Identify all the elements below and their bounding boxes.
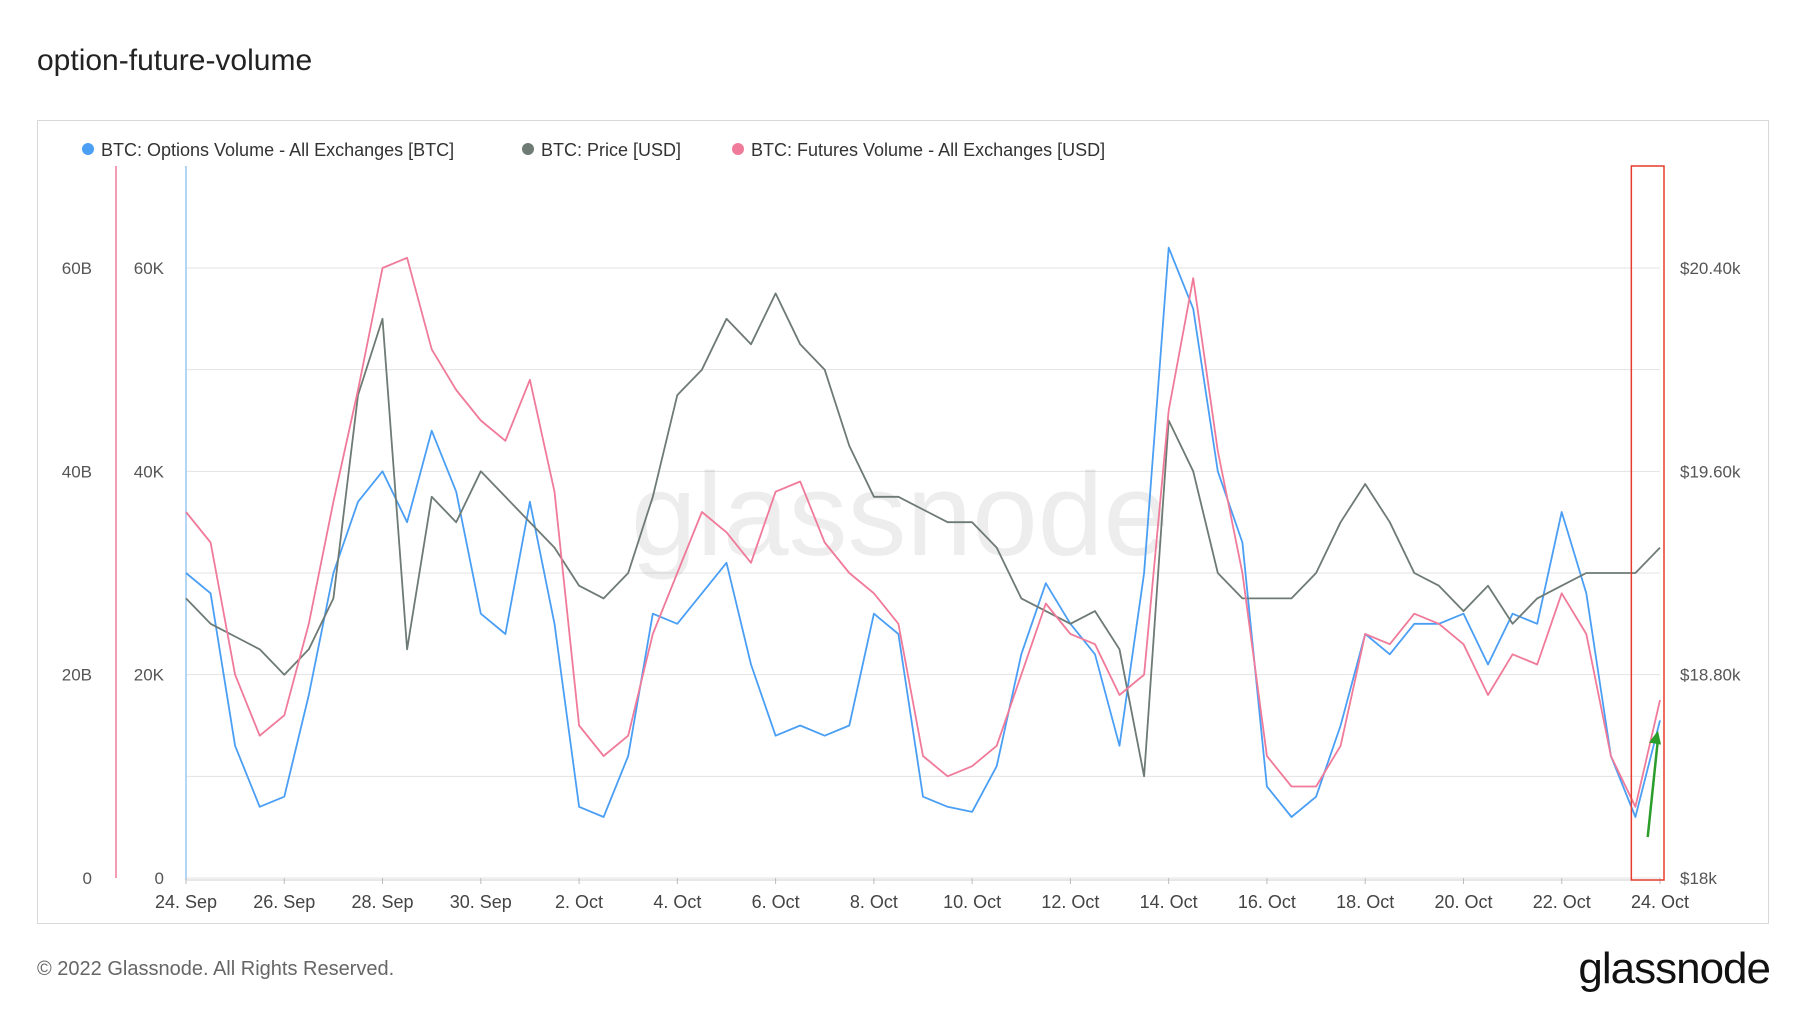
x-tick-label: 28. Sep xyxy=(352,892,414,912)
copyright-footer: © 2022 Glassnode. All Rights Reserved. xyxy=(37,958,395,980)
y-tick-label-futures: 40B xyxy=(62,462,92,481)
annotations xyxy=(1630,165,1665,881)
x-tick-label: 20. Oct xyxy=(1434,892,1492,912)
legend-swatch-price xyxy=(522,143,534,155)
y-tick-label-price: $19.60k xyxy=(1680,462,1741,481)
y-tick-label-options: 60K xyxy=(134,259,165,278)
x-tick-label: 8. Oct xyxy=(850,892,898,912)
page-title: option-future-volume xyxy=(37,44,313,77)
x-tick-label: 2. Oct xyxy=(555,892,603,912)
trend-arrow-head xyxy=(1649,730,1661,745)
x-tick-label: 26. Sep xyxy=(253,892,315,912)
x-tick-label: 16. Oct xyxy=(1238,892,1296,912)
y-tick-label-options: 40K xyxy=(134,462,165,481)
y-tick-label-price: $20.40k xyxy=(1680,259,1741,278)
trend-arrow xyxy=(1646,738,1660,838)
y-tick-label-price: $18k xyxy=(1680,869,1717,888)
y-axis-futures: 0 20B 40B 60B xyxy=(62,259,92,888)
x-tick-label: 12. Oct xyxy=(1041,892,1099,912)
x-tick-label: 14. Oct xyxy=(1140,892,1198,912)
legend-label-futures-volume[interactable]: BTC: Futures Volume - All Exchanges [USD… xyxy=(751,140,1105,160)
x-tick-label: 24. Oct xyxy=(1631,892,1689,912)
y-tick-label-price: $18.80k xyxy=(1680,666,1741,685)
y-tick-label-futures: 0 xyxy=(83,869,92,888)
y-tick-label-futures: 20B xyxy=(62,666,92,685)
y-tick-label-options: 20K xyxy=(134,666,165,685)
legend-swatch-futures-volume xyxy=(732,143,744,155)
watermark: glassnode xyxy=(631,449,1169,581)
x-tick-label: 4. Oct xyxy=(653,892,701,912)
x-axis: 24. Sep 26. Sep 28. Sep 30. Sep 2. Oct 4. Oct… xyxy=(155,878,1689,912)
chart-frame xyxy=(37,120,1769,924)
y-tick-label-futures: 60B xyxy=(62,259,92,278)
series-lines xyxy=(185,246,1661,818)
series-line-price xyxy=(185,292,1661,778)
x-tick-label: 30. Sep xyxy=(450,892,512,912)
series-line-futures-volume xyxy=(185,256,1661,808)
legend-label-options-volume[interactable]: BTC: Options Volume - All Exchanges [BTC… xyxy=(101,140,454,160)
legend: BTC: Options Volume - All Exchanges [BTC… xyxy=(82,140,1105,160)
x-tick-label: 18. Oct xyxy=(1336,892,1394,912)
x-tick-label: 22. Oct xyxy=(1533,892,1591,912)
y-tick-label-options: 0 xyxy=(155,869,164,888)
x-tick-label: 10. Oct xyxy=(943,892,1001,912)
y-axis-options: 0 20K 40K 60K xyxy=(134,259,165,888)
brand-logo: glassnode xyxy=(1578,944,1771,993)
legend-swatch-options-volume xyxy=(82,143,94,155)
gridlines xyxy=(186,267,1660,879)
x-tick-label: 6. Oct xyxy=(752,892,800,912)
y-axis-price: $18k $18.80k $19.60k $20.40k xyxy=(1680,259,1741,888)
legend-label-price[interactable]: BTC: Price [USD] xyxy=(541,140,681,160)
highlight-box xyxy=(1630,165,1665,881)
x-tick-label: 24. Sep xyxy=(155,892,217,912)
series-line-options-volume xyxy=(185,246,1661,818)
